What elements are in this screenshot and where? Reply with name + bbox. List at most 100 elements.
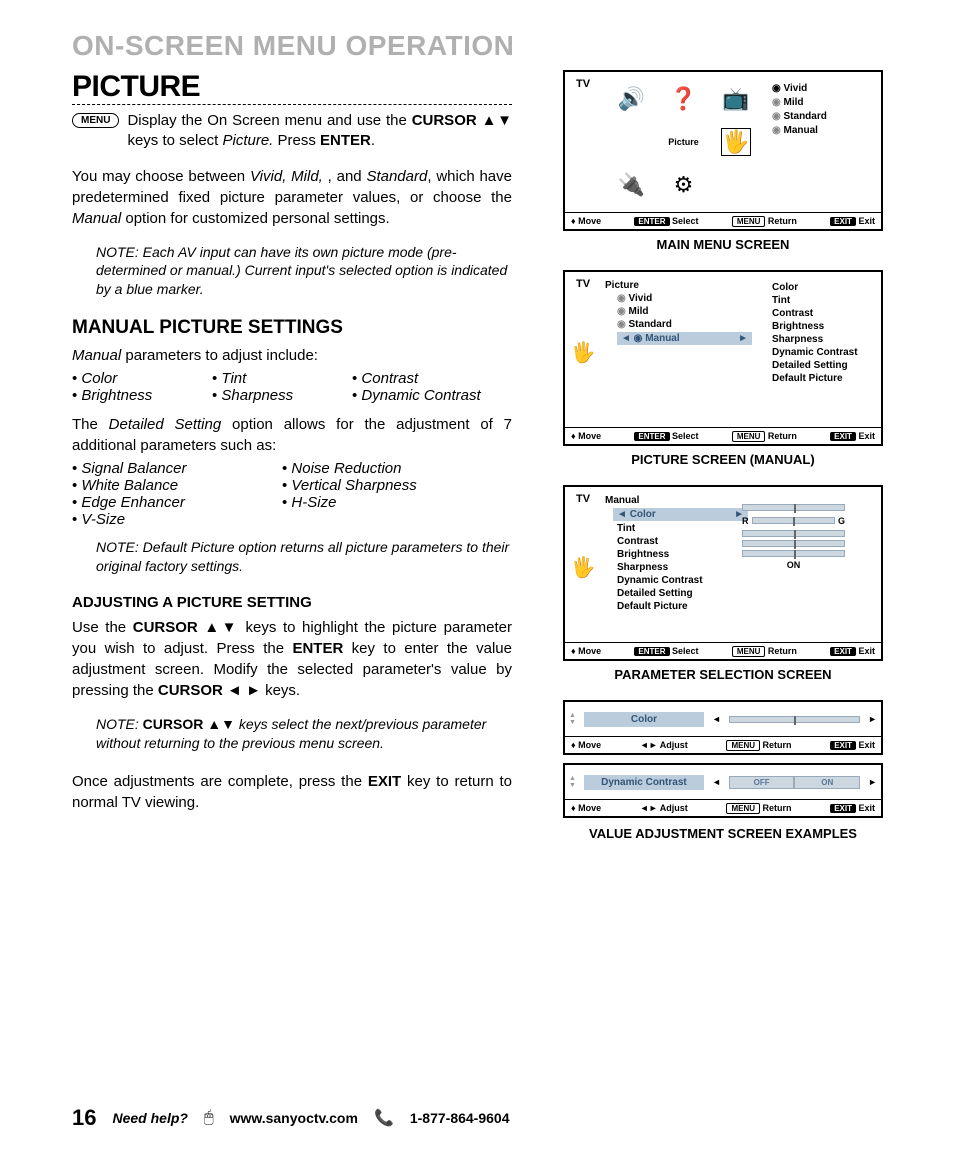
nav-bar: ♦ Move ENTER Select MENU Return EXIT Exi… <box>565 427 881 444</box>
list-item: Tint <box>212 370 352 387</box>
right-column: TV 🔊 ❓ 📺 Picture 🖐 🔌 ⚙ Vivid Mild <box>552 70 894 859</box>
t: Return <box>768 431 797 441</box>
t: Move <box>578 740 601 750</box>
settings-icon: ⚙ <box>668 172 698 198</box>
input-icon: 🔌 <box>616 172 646 198</box>
t: Vivid, Mild, <box>250 168 328 185</box>
t: Once adjustments are complete, press the <box>72 773 368 790</box>
list-item: Tint <box>772 295 875 306</box>
t: MENU <box>732 646 766 657</box>
adj-label: Color <box>584 712 704 727</box>
t: , and <box>328 168 367 185</box>
t: The <box>72 416 109 433</box>
adj-caption: VALUE ADJUSTMENT SCREEN EXAMPLES <box>589 826 857 841</box>
detailed-params-list: Signal Balancer Noise Reduction White Ba… <box>72 460 512 528</box>
t: Select <box>672 646 699 656</box>
list-item: Default Picture <box>772 373 875 384</box>
t: Manual <box>72 347 121 364</box>
tv-label: TV 🖐 <box>565 487 601 642</box>
list-item: Contrast <box>617 536 732 547</box>
list-item: Sharpness <box>212 387 352 404</box>
t: ENTER <box>320 132 371 149</box>
t: Color <box>630 509 656 520</box>
list-item: Vivid <box>617 293 762 304</box>
t: Standard <box>366 168 427 185</box>
list-item: Edge Enhancer <box>72 494 282 511</box>
list-item: Contrast <box>352 370 492 387</box>
t: MENU <box>726 803 760 814</box>
screen2-caption: PICTURE SCREEN (MANUAL) <box>631 452 814 467</box>
list-item: Noise Reduction <box>282 460 492 477</box>
list-item: Mild <box>772 97 875 108</box>
page-number: 16 <box>72 1105 96 1131</box>
t: CURSOR ▲▼ <box>143 716 235 732</box>
dc-value: ON <box>742 560 845 570</box>
list-item: Tint <box>617 523 732 534</box>
t: NOTE <box>96 716 135 732</box>
t: Manual <box>72 210 121 227</box>
t: keys to select <box>127 132 222 149</box>
t: EXIT <box>830 804 856 813</box>
footer-phone: 1-877-864-9604 <box>410 1110 510 1126</box>
off-label: OFF <box>729 776 795 789</box>
menu-instruction-text: Display the On Screen menu and use the C… <box>127 111 512 152</box>
t: Exit <box>858 803 875 813</box>
channel-icon: 📺 <box>721 86 751 112</box>
on-label: ON <box>794 776 860 789</box>
t: Select <box>672 431 699 441</box>
t: : <box>135 716 143 732</box>
list-item: Dynamic Contrast <box>352 387 492 404</box>
t: parameters to adjust include: <box>121 347 318 364</box>
t: Adjust <box>660 803 688 813</box>
t: Return <box>768 646 797 656</box>
slider <box>742 550 845 557</box>
nav-bar: ♦ Move ENTER Select MENU Return EXIT Exi… <box>565 642 881 659</box>
t: Exit <box>858 646 875 656</box>
list-item: Brightness <box>617 549 732 560</box>
note-next-prev: NOTE: CURSOR ▲▼ keys select the next/pre… <box>96 715 512 753</box>
list-item: Default Picture <box>617 601 732 612</box>
main-menu-screen: TV 🔊 ❓ 📺 Picture 🖐 🔌 ⚙ Vivid Mild <box>563 70 883 231</box>
left-column: PICTURE MENU Display the On Screen menu … <box>72 70 512 859</box>
t: TV <box>569 278 597 290</box>
slider <box>742 540 845 547</box>
slider <box>729 716 860 723</box>
list-item: Contrast <box>772 308 875 319</box>
t: Move <box>578 803 601 813</box>
mode-list: Vivid Mild Standard Manual <box>766 72 881 212</box>
manual-settings-heading: MANUAL PICTURE SETTINGS <box>72 317 512 339</box>
t: Manual <box>645 333 679 344</box>
help-icon: ❓ <box>668 86 698 112</box>
t: NOTE <box>96 244 135 260</box>
list-item: Dynamic Contrast <box>772 347 875 358</box>
t: Select <box>672 216 699 226</box>
list-item: V-Size <box>72 511 282 528</box>
list-item: White Balance <box>72 477 282 494</box>
detailed-setting-paragraph: The Detailed Setting option allows for t… <box>72 414 512 456</box>
picture-icon: 🖐 <box>569 340 597 365</box>
t: MENU <box>726 740 760 751</box>
t: G <box>838 516 845 526</box>
page-footer: 16 Need help? 🖱 www.sanyoctv.com 📞 1-877… <box>72 1105 894 1131</box>
t: Picture <box>605 280 762 291</box>
t: EXIT <box>830 217 856 226</box>
t: Exit <box>858 216 875 226</box>
mode-choice-paragraph: You may choose between Vivid, Mild, , an… <box>72 166 512 229</box>
slider <box>742 530 845 537</box>
list-item: Sharpness <box>617 562 732 573</box>
need-help-label: Need help? <box>112 1110 187 1126</box>
value-adjust-dynamic-contrast: ▲▼ Dynamic Contrast ◄ OFF ON ► ♦ Move ◄►… <box>563 763 883 818</box>
t: keys. <box>261 682 300 699</box>
list-item: Brightness <box>72 387 212 404</box>
t: ENTER <box>292 640 343 657</box>
exit-paragraph: Once adjustments are complete, press the… <box>72 771 512 813</box>
list-item: Brightness <box>772 321 875 332</box>
menu-instruction: MENU Display the On Screen menu and use … <box>72 111 512 152</box>
picture-icon: 🖐 <box>569 555 597 580</box>
adjusting-heading: ADJUSTING A PICTURE SETTING <box>72 594 512 611</box>
slider <box>742 504 845 511</box>
t: You may choose between <box>72 168 250 185</box>
t: . <box>371 132 375 149</box>
screen3-caption: PARAMETER SELECTION SCREEN <box>614 667 831 682</box>
list-item: Vivid <box>772 83 875 94</box>
